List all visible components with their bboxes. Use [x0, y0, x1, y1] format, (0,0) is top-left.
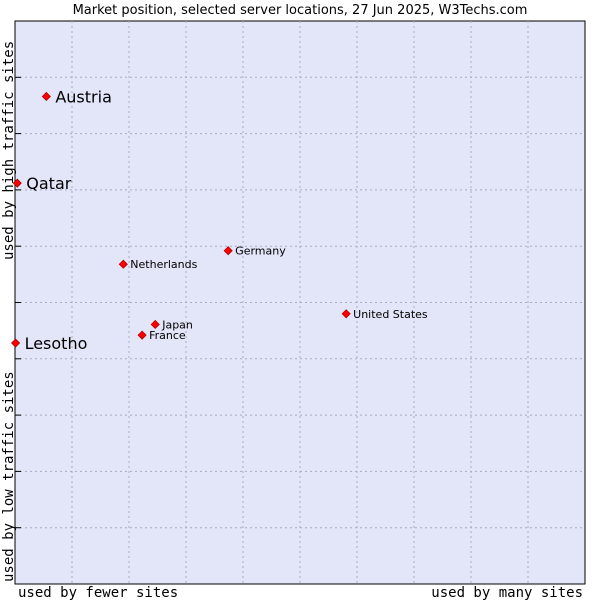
point-marker-germany — [223, 246, 233, 256]
point-label-netherlands: Netherlands — [130, 258, 197, 271]
y-axis-label-low: used by low traffic sites — [1, 371, 17, 582]
point-label-germany: Germany — [235, 245, 286, 258]
x-axis-label-low: used by fewer sites — [18, 585, 178, 600]
point-label-japan: Japan — [161, 318, 193, 331]
point-label-austria: Austria — [55, 87, 112, 106]
point-marker-france — [137, 330, 147, 340]
data-points: Austria Qatar Germany Netherlands United Sta… — [11, 87, 428, 353]
point-label-united-states: United States — [353, 308, 428, 321]
y-axis-label-high: used by high traffic sites — [1, 41, 17, 260]
point-marker-united-states — [341, 309, 351, 319]
point-marker-lesotho — [11, 338, 21, 348]
point-marker-qatar — [12, 178, 22, 188]
x-axis-label-high: used by many sites — [431, 585, 583, 600]
point-label-lesotho: Lesotho — [25, 334, 88, 353]
grid-lines — [15, 21, 585, 584]
point-label-france: France — [149, 329, 186, 342]
point-label-qatar: Qatar — [26, 174, 71, 193]
point-marker-austria — [41, 91, 51, 102]
chart-title: Market position, selected server locatio… — [73, 3, 528, 18]
point-marker-japan — [150, 319, 160, 330]
axis-ticks — [15, 76, 21, 529]
point-marker-netherlands — [118, 259, 128, 269]
